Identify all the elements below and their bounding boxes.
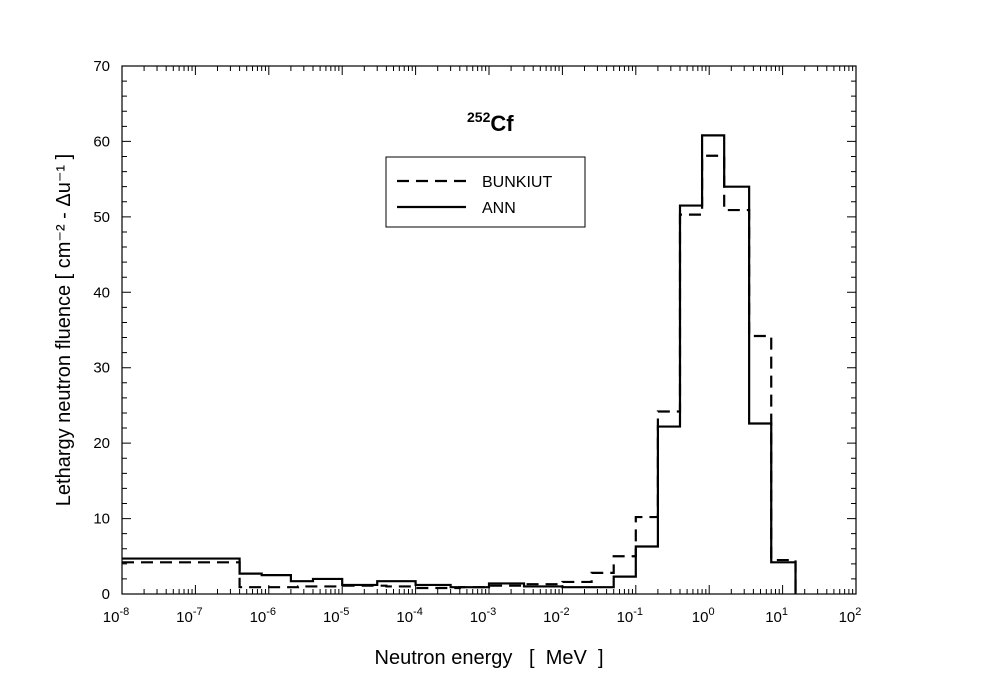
y-tick-label: 50 — [93, 209, 110, 226]
ticks — [121, 65, 857, 595]
annotation-mass: 252 — [467, 109, 491, 125]
tick-marks — [121, 65, 857, 595]
x-tick-label: 10-8 — [103, 606, 129, 626]
x-tick-label: 10-2 — [543, 606, 569, 626]
x-tick-labels: 10-8 10-7 10-6 10-5 10-4 10-3 10-2 10-1 100 101 10… — [103, 606, 862, 626]
x-tick-label: 10-4 — [396, 606, 422, 626]
legend-box — [385, 156, 586, 228]
legend-label-ann: ANN — [482, 200, 516, 217]
y-tick-label: 40 — [93, 284, 110, 301]
legend-label-bunkiut: BUNKIUT — [482, 174, 552, 191]
y-tick-label: 10 — [93, 511, 110, 528]
y-tick-label: 30 — [93, 360, 110, 377]
x-tick-label: 10-6 — [250, 606, 276, 626]
series-layer — [122, 134, 797, 594]
x-tick-label: 10-1 — [617, 606, 643, 626]
plot-frame — [121, 65, 857, 595]
y-axis-title: Lethargy neutron fluence [ cm⁻² - Δu⁻¹ ] — [53, 154, 75, 506]
x-tick-label: 10-3 — [470, 606, 496, 626]
x-tick-label: 101 — [765, 606, 788, 626]
x-tick-label: 100 — [692, 606, 715, 626]
y-tick-label: 70 — [93, 58, 110, 75]
x-tick-label: 10-7 — [176, 606, 202, 626]
y-tick-label: 20 — [93, 435, 110, 452]
series-line-ann — [122, 134, 797, 594]
x-tick-label: 10-5 — [323, 606, 349, 626]
x-axis-title: Neutron energy [ MeV ] — [375, 647, 604, 669]
y-tick-label: 0 — [102, 586, 110, 603]
y-tick-label: 60 — [93, 133, 110, 150]
y-tick-labels: 0 10 20 30 40 50 60 70 — [93, 58, 110, 603]
x-tick-label: 102 — [839, 606, 862, 626]
legend: BUNKIUT ANN — [385, 156, 586, 228]
annotation: 252Cf — [467, 109, 514, 136]
annotation-element: Cf — [490, 111, 514, 136]
